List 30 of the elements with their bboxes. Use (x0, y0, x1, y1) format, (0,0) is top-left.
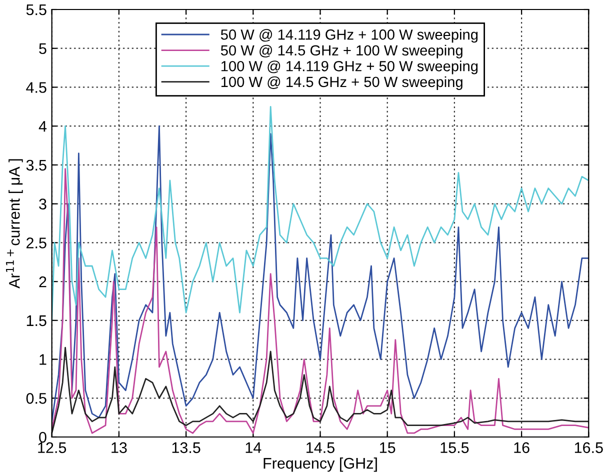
x-tick-label: 16.5 (574, 442, 603, 454)
y-tick-label: 0.5 (26, 393, 46, 404)
y-tick-label: 3 (39, 198, 46, 210)
y-tick-label: 0 (39, 432, 46, 443)
y-tick-label: 2.5 (26, 238, 46, 248)
x-tick-label: 15.5 (440, 442, 469, 454)
y-tick-label: 4 (38, 121, 47, 132)
x-tick-label: 12.5 (38, 442, 66, 454)
y-tick-label: 2 (39, 276, 46, 288)
x-tick-label: 13.5 (172, 442, 200, 454)
y-tick-label: 1.5 (26, 315, 46, 326)
y-tick-label: 3.5 (26, 160, 46, 171)
legend-label: 50 W @ 14.119 GHz + 100 W sweeping (220, 29, 478, 43)
y-axis-title: Ar$^{11+}$current [ μA ] (6, 159, 23, 288)
line-series (52, 125, 589, 422)
line-series (52, 168, 589, 434)
legend-label: 100 W @ 14.119 GHz + 50 W sweeping (221, 60, 478, 74)
y-tick-label: 4.5 (26, 82, 46, 93)
y-tick-label: 1 (40, 354, 46, 365)
y-tick-label: 5.5 (26, 4, 46, 16)
line-series (52, 346, 589, 434)
x-tick-label: 16 (514, 442, 530, 454)
legend-label: 100 W @ 14.5 GHz + 50 W sweeping (221, 76, 462, 90)
y-tick-label: 5 (39, 43, 46, 54)
x-tick-label: 14 (246, 442, 262, 453)
x-tick-label: 14.5 (306, 442, 334, 454)
legend-label: 50 W @ 14.5 GHz + 100 W sweeping (220, 44, 462, 58)
x-tick-label: 15 (380, 442, 396, 454)
x-tick-label: 13 (112, 442, 127, 454)
x-axis-title: Frequency [GHz] (264, 457, 377, 472)
